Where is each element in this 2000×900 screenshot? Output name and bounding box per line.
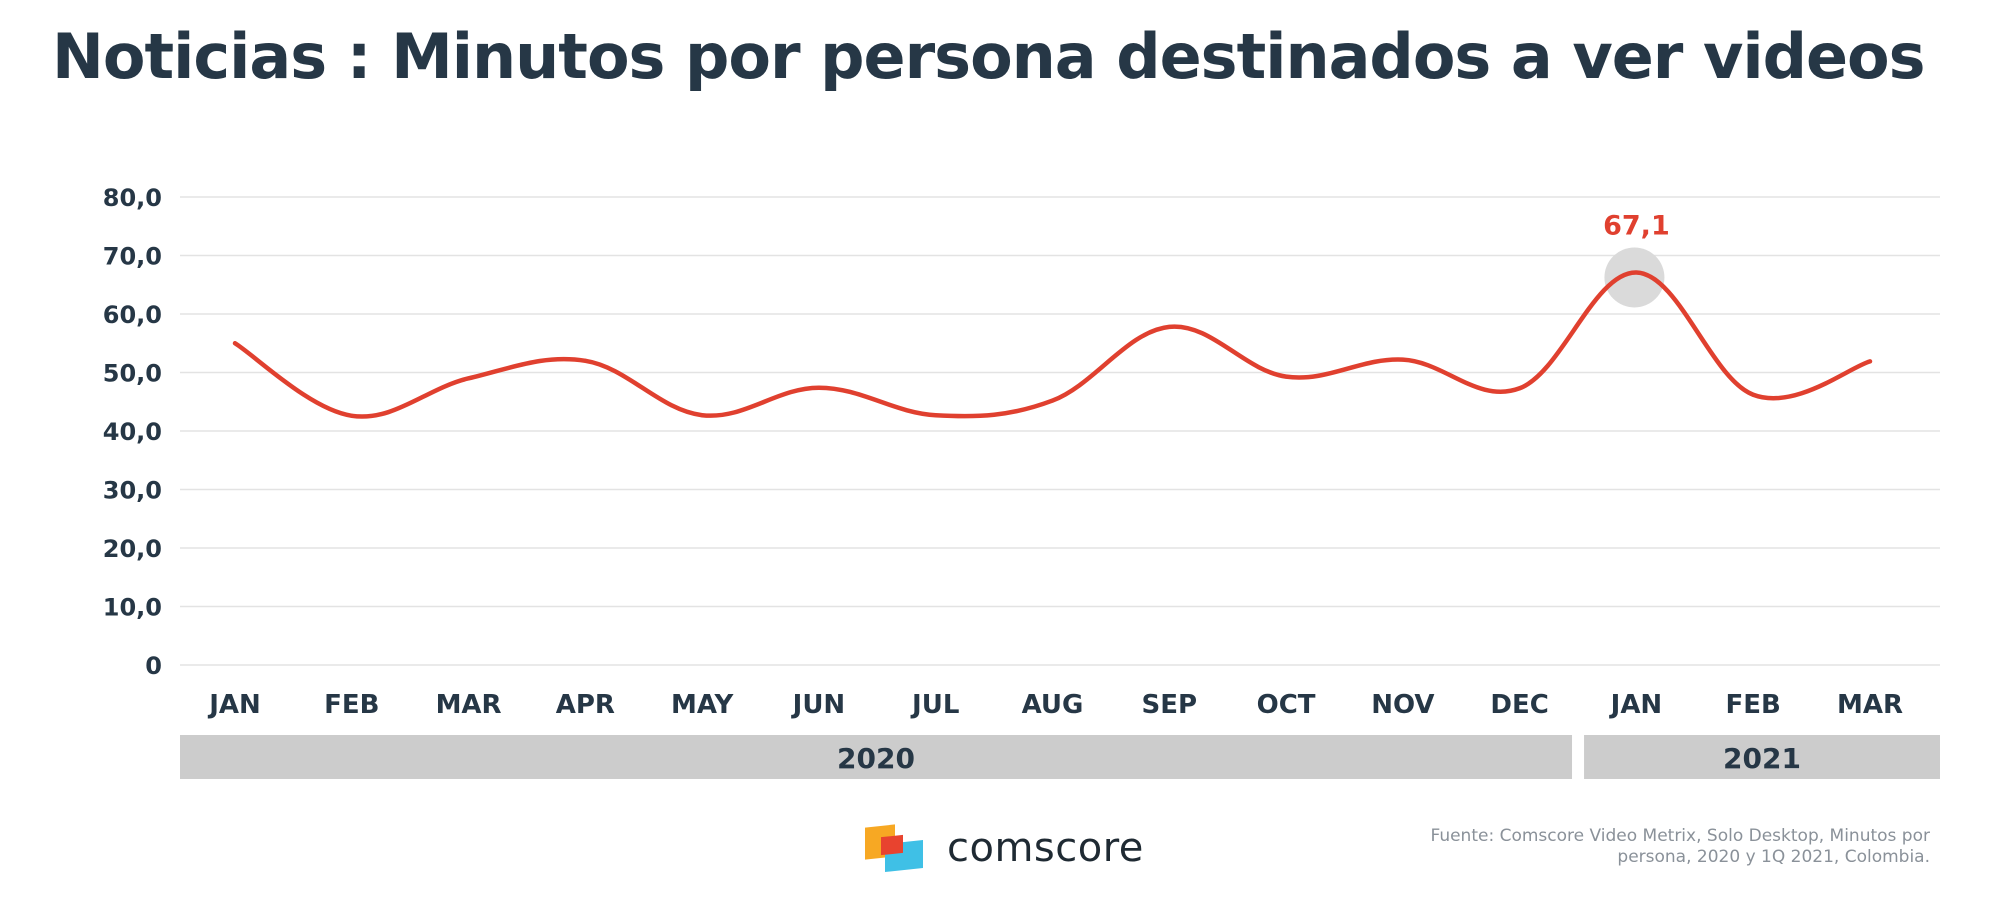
x-tick-label: JUN: [791, 690, 846, 720]
data-point-10: [1400, 357, 1405, 362]
y-tick-label: 80,0: [103, 184, 162, 212]
gridlines: [180, 196, 1940, 666]
x-tick-label: MAR: [1837, 690, 1903, 720]
data-labels: 67,1: [1603, 210, 1670, 241]
x-tick-label: NOV: [1371, 690, 1434, 720]
data-point-12: [1634, 270, 1639, 275]
x-tick-label: FEB: [324, 690, 379, 720]
y-tick-label: 70,0: [103, 243, 162, 271]
data-point-6: [933, 413, 938, 418]
brand-logo: comscore: [865, 822, 1144, 874]
page-title: Noticias : Minutos por persona destinado…: [52, 20, 1926, 93]
x-axis: JAN FEB MAR APR MAY JUN JUL AUG SEP OCT NOV DEC JAN F…: [207, 690, 1903, 720]
highlight-circle: [1604, 247, 1665, 308]
data-label-peak: 67,1: [1603, 210, 1670, 241]
data-point-13: [1751, 392, 1756, 397]
year-label: 2021: [1723, 742, 1801, 775]
x-tick-label: OCT: [1257, 690, 1316, 720]
highlight-marker: [1604, 247, 1665, 308]
source-line-2: persona, 2020 y 1Q 2021, Colombia.: [1617, 847, 1930, 867]
data-point-9: [1284, 374, 1289, 379]
x-tick-label: JUL: [910, 690, 959, 720]
source-line-1: Fuente: Comscore Video Metrix, Solo Desk…: [1430, 826, 1930, 846]
year-band-2021: [1584, 735, 1940, 779]
x-tick-label: MAR: [436, 690, 502, 720]
data-point-5: [816, 385, 821, 390]
x-tick-label: JAN: [207, 690, 261, 720]
year-label: 2020: [837, 742, 915, 775]
x-tick-label: DEC: [1490, 690, 1548, 720]
x-tick-label: JAN: [1609, 690, 1663, 720]
x-tick-label: SEP: [1142, 690, 1198, 720]
y-tick-label: 40,0: [103, 418, 162, 446]
series-layer: [232, 270, 1873, 419]
source-note: Fuente: Comscore Video Metrix, Solo Desk…: [1410, 826, 1930, 868]
x-tick-label: MAY: [671, 690, 735, 720]
data-point-14: [1868, 359, 1872, 364]
y-tick-label: 10,0: [103, 594, 162, 622]
data-point-0: [233, 341, 237, 346]
comscore-logo-icon: [865, 824, 925, 872]
y-tick-label: 60,0: [103, 301, 162, 329]
data-point-7: [1050, 398, 1055, 403]
data-point-3: [583, 358, 588, 363]
data-point-4: [700, 413, 705, 418]
y-tick-label: 30,0: [103, 477, 162, 505]
year-bands: 2020 2021: [180, 735, 1940, 779]
x-tick-label: AUG: [1022, 690, 1084, 720]
y-tick-label: 20,0: [103, 535, 162, 563]
series-line: [232, 270, 1873, 419]
y-axis: 0 10,0 20,0 30,0 40,0 50,0 60,0 70,0 80,0: [103, 184, 162, 680]
data-point-8: [1167, 324, 1172, 329]
data-point-11: [1517, 386, 1522, 391]
x-tick-label: APR: [556, 690, 615, 720]
data-point-1: [349, 413, 354, 418]
data-point-2: [466, 376, 471, 381]
brand-name: comscore: [947, 825, 1144, 871]
y-tick-label: 50,0: [103, 360, 162, 388]
x-tick-label: FEB: [1726, 690, 1781, 720]
year-band-2020: [180, 735, 1573, 779]
y-tick-label: 0: [145, 652, 162, 680]
